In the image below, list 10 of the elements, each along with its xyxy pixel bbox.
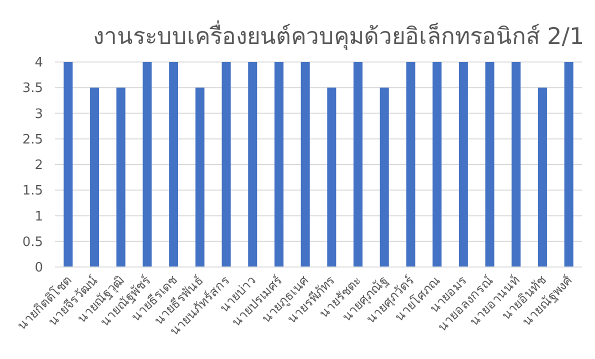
chart-title: งานระบบเครื่องยนต์ควบคุมด้วยอิเล็กทรอนิกส์ 2/1 xyxy=(92,20,584,50)
y-tick-label: 4 xyxy=(34,56,43,70)
y-tick-label: 0.5 xyxy=(22,234,43,250)
y-tick-label: 2.5 xyxy=(22,132,43,148)
y-tick-label: 2 xyxy=(34,158,43,173)
y-tick-label: 0 xyxy=(34,260,43,276)
y-tick-label: 1.5 xyxy=(22,184,43,199)
y-tick-label: 3 xyxy=(34,106,43,122)
y-tick-label: 1 xyxy=(34,209,43,224)
y-tick-label: 3.5 xyxy=(22,81,43,96)
